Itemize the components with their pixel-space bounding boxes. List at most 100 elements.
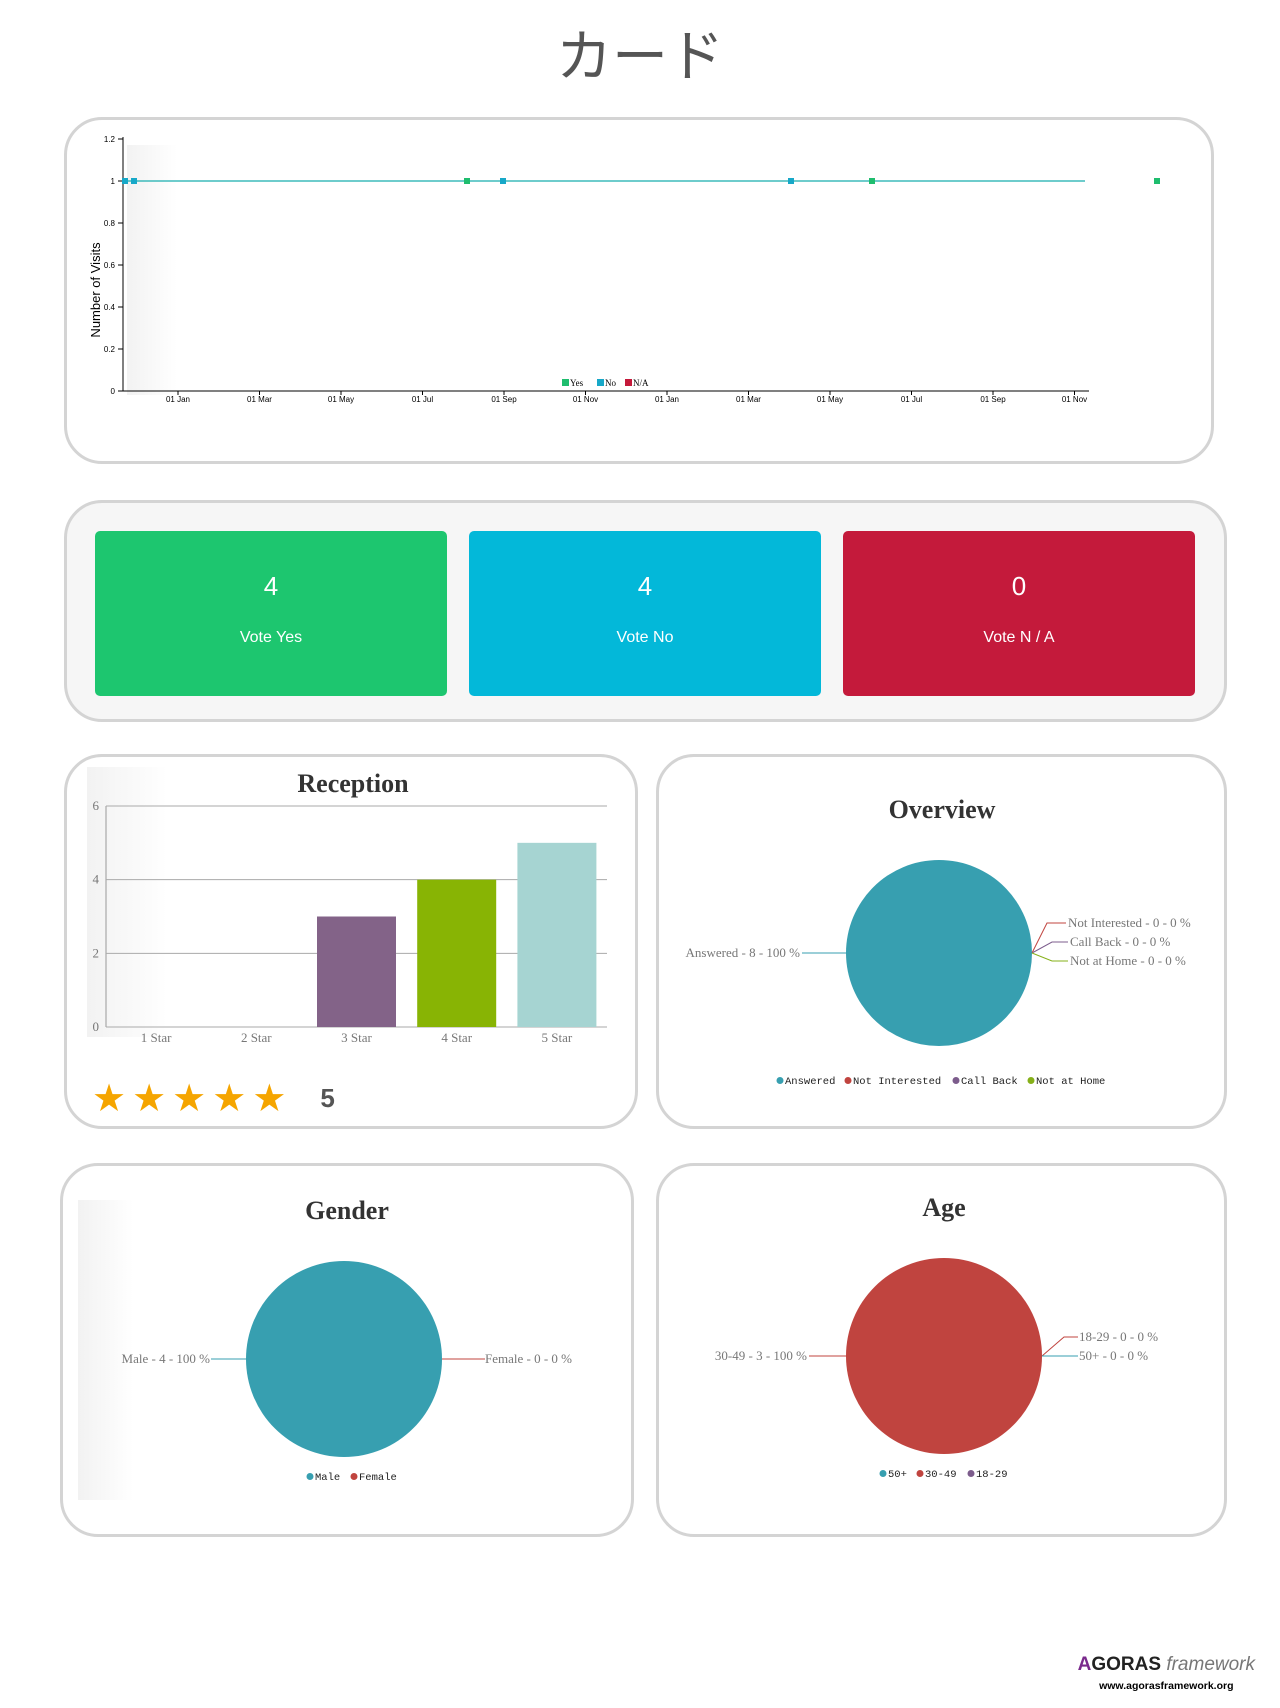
x-tick-label: 01 Jul (901, 395, 923, 404)
legend-label[interactable]: Not at Home (1036, 1076, 1105, 1088)
label-not-interested: Not Interested - 0 - 0 % (1068, 915, 1191, 930)
legend-swatch (597, 379, 604, 386)
data-point-yes[interactable] (1154, 178, 1160, 184)
legend-dot (952, 1077, 960, 1084)
star-icon[interactable]: ★ (92, 1076, 127, 1120)
bar-3-star[interactable] (317, 916, 396, 1028)
legend-label[interactable]: Answered (785, 1076, 835, 1088)
vote-count: 4 (637, 571, 653, 601)
pie-slice-answered[interactable] (846, 860, 1032, 1046)
legend-dot (306, 1473, 314, 1480)
visits-card: 1.2 1 0.8 0.6 0.4 0.2 0 01 Jan 01 Mar 01 May 01 J… (64, 117, 1214, 464)
label-18-29: 18-29 - 0 - 0 % (1079, 1329, 1158, 1344)
legend-label: N/A (633, 378, 649, 388)
x-tick-label: 01 May (328, 395, 354, 404)
gender-legend: Male Female (306, 1472, 397, 1484)
legend-label: No (605, 378, 616, 388)
age-title: Age (922, 1193, 965, 1222)
reception-title: Reception (297, 769, 409, 798)
label-50: 50+ - 0 - 0 % (1079, 1348, 1148, 1363)
label-30-49: 30-49 - 3 - 100 % (715, 1348, 807, 1363)
x-axis: 01 Jan 01 Mar 01 May 01 Jul 01 Sep 01 Nov 01 J… (123, 390, 1089, 404)
y-tick-label: 0.8 (104, 219, 116, 228)
bar-4-star[interactable] (417, 879, 497, 1027)
data-point-no[interactable] (131, 178, 137, 184)
footer-logo: AGORAS framework www.agorasframework.org (1078, 1654, 1255, 1692)
y-tick-label: 1 (111, 177, 116, 186)
overview-title: Overview (889, 795, 996, 824)
legend-label[interactable]: 30-49 (925, 1469, 957, 1481)
chart-fade (78, 1200, 133, 1500)
legend-label: Yes (570, 378, 584, 388)
star-icon[interactable]: ★ (212, 1076, 247, 1120)
label-not-at-home: Not at Home - 0 - 0 % (1070, 953, 1186, 968)
leader-not-at-home (1031, 952, 1068, 962)
legend-label[interactable]: 50+ (888, 1469, 907, 1481)
data-point-yes[interactable] (464, 178, 470, 184)
logo-goras: GORAS (1091, 1654, 1162, 1675)
rating-value: 5 (320, 1082, 335, 1113)
legend-dot (776, 1077, 784, 1084)
legend-dot (1027, 1077, 1035, 1084)
gender-card: Gender Male - 4 - 100 % Female - 0 - 0 %… (60, 1163, 634, 1537)
data-point-no[interactable] (122, 178, 128, 184)
star-row: ★ ★ ★ ★ ★ (92, 1079, 292, 1117)
x-tick-label: 1 Star (141, 1030, 172, 1045)
legend-label[interactable]: Not Interested (853, 1076, 941, 1088)
vote-na-box[interactable]: 0 Vote N / A (843, 531, 1195, 696)
star-rating: ★ ★ ★ ★ ★ 5 (92, 1079, 335, 1117)
star-icon[interactable]: ★ (172, 1076, 207, 1120)
leader-call-back (1031, 941, 1068, 954)
visits-series (122, 178, 1160, 184)
x-tick-label: 01 Nov (1062, 395, 1087, 404)
bar-5-star[interactable] (517, 842, 597, 1027)
data-point-no[interactable] (500, 178, 506, 184)
logo-framework: framework (1166, 1654, 1255, 1675)
legend-label[interactable]: Female (359, 1472, 397, 1484)
reception-chart: Reception 6 4 2 0 1 Star 2 Star 3 Star 4 Star 5… (87, 767, 607, 1045)
legend-swatch (625, 379, 632, 386)
y-tick-label: 0.2 (104, 345, 116, 354)
y-tick-label: 1.2 (104, 135, 116, 144)
legend-dot (350, 1473, 358, 1480)
y-tick-label: 0.6 (104, 261, 116, 270)
pie-slice-30-49[interactable] (846, 1258, 1042, 1454)
age-card: Age 30-49 - 3 - 100 % 18-29 - 0 - 0 % 50… (656, 1163, 1227, 1537)
legend-label[interactable]: Male (315, 1472, 340, 1484)
reception-x-labels: 1 Star 2 Star 3 Star 4 Star 5 Star (141, 1030, 573, 1045)
x-tick-label: 01 Sep (491, 395, 517, 404)
label-call-back: Call Back - 0 - 0 % (1070, 934, 1171, 949)
age-chart: Age 30-49 - 3 - 100 % 18-29 - 0 - 0 % 50… (715, 1193, 1158, 1481)
x-tick-label: 3 Star (341, 1030, 372, 1045)
legend-label[interactable]: Call Back (961, 1076, 1018, 1088)
label-female: Female - 0 - 0 % (485, 1351, 572, 1366)
overview-legend: Answered Not Interested Call Back Not at Ho… (776, 1076, 1105, 1088)
y-tick-label: 0.4 (104, 303, 116, 312)
x-tick-label: 01 Jan (166, 395, 190, 404)
x-tick-label: 01 May (817, 395, 843, 404)
legend-dot (967, 1470, 975, 1477)
logo-a: A (1077, 1654, 1092, 1675)
star-icon[interactable]: ★ (252, 1076, 287, 1120)
y-tick-label: 2 (93, 945, 100, 960)
label-answered: Answered - 8 - 100 % (686, 945, 801, 960)
y-axis: 1.2 1 0.8 0.6 0.4 0.2 0 (104, 135, 124, 396)
x-tick-label: 01 Jul (412, 395, 434, 404)
legend-swatch (562, 379, 569, 386)
gender-chart: Gender Male - 4 - 100 % Female - 0 - 0 %… (78, 1196, 572, 1500)
y-tick-label: 4 (93, 872, 100, 887)
star-icon[interactable]: ★ (132, 1076, 167, 1120)
pie-slice-male[interactable] (246, 1261, 442, 1457)
x-tick-label: 5 Star (542, 1030, 573, 1045)
x-tick-label: 01 Jan (655, 395, 679, 404)
chart-fade (87, 767, 167, 1037)
vote-yes-box[interactable]: 4 Vote Yes (95, 531, 447, 696)
age-legend: 50+ 30-49 18-29 (879, 1469, 1008, 1481)
vote-count: 0 (1011, 571, 1027, 601)
data-point-yes[interactable] (869, 178, 875, 184)
y-tick-label: 0 (93, 1019, 100, 1034)
data-point-no[interactable] (788, 178, 794, 184)
reception-bars (317, 842, 597, 1028)
vote-no-box[interactable]: 4 Vote No (469, 531, 821, 696)
legend-label[interactable]: 18-29 (976, 1469, 1008, 1481)
